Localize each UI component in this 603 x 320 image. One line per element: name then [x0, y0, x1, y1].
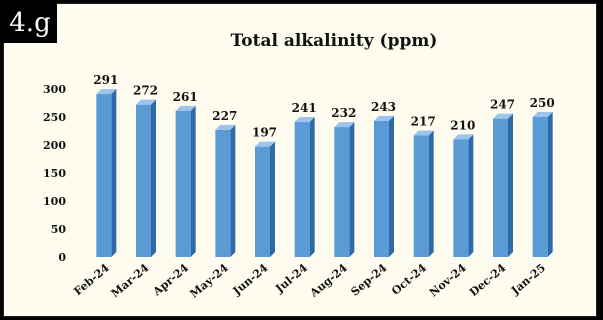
y-tick-label: 50 [51, 223, 67, 236]
bar-side [270, 141, 275, 257]
bar-top [453, 134, 474, 140]
bar-side [111, 89, 117, 257]
x-tick-label: Dec-24 [467, 261, 509, 299]
bar-front [136, 104, 151, 258]
figure-label: 4.g [3, 3, 57, 43]
x-tick-label: Jan-25 [508, 261, 548, 297]
data-label: 250 [530, 96, 555, 110]
bar-top [255, 141, 275, 147]
data-label: 243 [371, 100, 396, 114]
bar-side [230, 124, 236, 257]
x-tick-label: Apr-24 [150, 261, 191, 299]
y-tick-label: 250 [43, 111, 66, 124]
bar-front [334, 127, 350, 257]
x-tick-label: Aug-24 [307, 261, 350, 300]
data-label: 291 [93, 73, 118, 87]
chart-panel: Total alkalinity (ppm) 0 50 100 150 200 250 30… [3, 3, 597, 317]
bar-top [294, 117, 315, 123]
bar [255, 141, 275, 257]
bar-top [374, 115, 394, 121]
data-label: 197 [252, 126, 277, 140]
x-tick-label: Jul-24 [272, 261, 310, 296]
bar-side [428, 130, 434, 257]
data-label: 261 [173, 90, 198, 104]
chart-title: Total alkalinity (ppm) [231, 31, 438, 51]
bar-top [175, 105, 196, 111]
data-label: 241 [292, 101, 317, 115]
bar-front [532, 117, 548, 257]
bar-side [309, 117, 315, 257]
bar [136, 99, 156, 258]
bar-front [175, 110, 191, 257]
bar-top [136, 99, 156, 105]
bar-front [96, 94, 112, 257]
bar-top [334, 122, 355, 128]
bar [215, 124, 236, 257]
bar [374, 115, 394, 257]
bar-top [96, 89, 117, 95]
data-label: 227 [212, 109, 237, 123]
x-tick-label: Sep-24 [349, 261, 390, 299]
bar-side [190, 105, 196, 257]
bar-front [255, 146, 270, 257]
x-tick-label: Jun-24 [230, 261, 271, 298]
bar-side [151, 99, 156, 258]
x-tick-label: Mar-24 [109, 261, 152, 300]
bar [493, 113, 513, 258]
bar [334, 122, 355, 257]
x-tick-label: Nov-24 [427, 261, 469, 299]
bar-top [413, 130, 434, 136]
data-label: 232 [331, 106, 356, 120]
x-tick-label: Feb-24 [71, 261, 112, 298]
y-tick-label: 200 [43, 139, 66, 152]
bar-side [508, 113, 513, 258]
y-tick-label: 0 [58, 251, 66, 264]
data-label: 217 [411, 114, 436, 128]
y-tick-label: 100 [43, 195, 66, 208]
bar-front [215, 129, 231, 257]
bar [532, 112, 553, 257]
bar-top [532, 112, 553, 117]
bar-front [453, 139, 469, 257]
y-tick-label: 150 [43, 167, 66, 180]
bar-top [215, 124, 236, 130]
bar-top [493, 113, 513, 119]
bar [413, 130, 434, 257]
bars: 291 272 261 227 197 241 232 243 217 210 247 250 [93, 73, 555, 258]
bar-front [413, 135, 429, 257]
bar [96, 89, 117, 257]
bar-front [493, 118, 508, 258]
bar [294, 117, 315, 257]
bar-front [374, 120, 389, 257]
y-axis: 0 50 100 150 200 250 300 [43, 83, 66, 264]
bar-side [349, 122, 355, 257]
x-tick-label: Oct-24 [389, 261, 429, 298]
bar [453, 134, 474, 257]
bar-front [294, 122, 310, 257]
y-tick-label: 300 [43, 83, 66, 96]
data-label: 210 [450, 118, 475, 132]
data-label: 247 [490, 98, 515, 112]
x-tick-label: May-24 [187, 261, 231, 300]
bar-side [547, 112, 553, 257]
bar-side [389, 115, 394, 257]
bar [175, 105, 196, 257]
bar-chart: Total alkalinity (ppm) 0 50 100 150 200 250 30… [43, 31, 555, 301]
data-label: 272 [133, 84, 158, 98]
bar-side [468, 134, 474, 257]
